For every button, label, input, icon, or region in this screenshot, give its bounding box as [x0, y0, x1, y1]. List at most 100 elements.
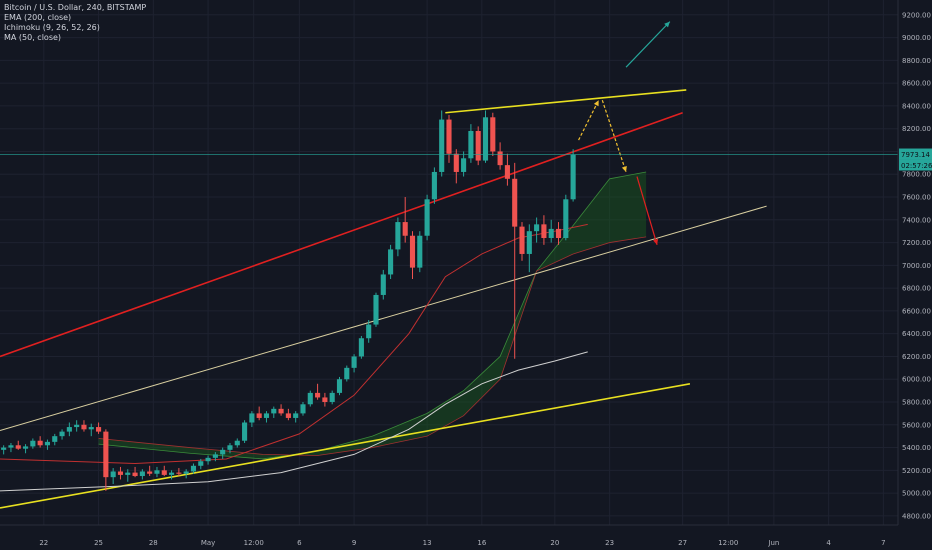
candle-body — [198, 461, 204, 466]
candle — [512, 162, 518, 359]
candle — [285, 408, 291, 421]
candle-body — [453, 153, 459, 172]
candle — [190, 463, 197, 474]
candle — [526, 224, 532, 273]
time-tick-label: May — [201, 539, 215, 547]
candle-body — [125, 472, 131, 475]
projection-arrows — [578, 21, 671, 246]
price-tick-label: 6600.00 — [902, 307, 931, 315]
candle — [110, 468, 116, 485]
time-axis[interactable]: 22 25 28 May 12:00 6 9 13 16 20 23 27 12:00 Jun 4 7 — [0, 524, 932, 550]
candle — [409, 231, 416, 280]
arrow-head-yellow — [621, 166, 627, 172]
candle — [307, 390, 313, 407]
legend-ichimoku[interactable]: Ichimoku (9, 26, 52, 26) — [4, 23, 100, 32]
arrow-teal — [625, 21, 671, 68]
candle — [161, 465, 167, 477]
candle — [388, 244, 394, 280]
time-tick-label: 20 — [550, 539, 559, 547]
candle — [8, 443, 14, 453]
candle-body — [74, 424, 80, 428]
countdown-badge-text: 02:57:26 — [901, 162, 932, 170]
candle — [249, 411, 255, 428]
candle — [555, 222, 562, 245]
price-tick-label: 8600.00 — [902, 80, 931, 88]
candle-body — [110, 471, 116, 478]
candle-body — [512, 178, 518, 227]
price-tick-label: 7800.00 — [902, 171, 931, 179]
candle — [15, 440, 21, 450]
trendlines — [0, 89, 767, 509]
candle-body — [322, 397, 328, 403]
candle-body — [395, 222, 401, 250]
legend-symbol[interactable]: Bitcoin / U.S. Dollar, 240, BITSTAMP — [4, 3, 147, 12]
candle — [366, 320, 372, 343]
candle — [52, 433, 58, 446]
candle-body — [30, 440, 36, 447]
candle — [373, 292, 379, 327]
candle-body — [256, 413, 262, 418]
legend-ma[interactable]: MA (50, close) — [4, 33, 62, 42]
candle-body — [132, 472, 138, 477]
candle-body — [380, 274, 386, 295]
trendline-red — [0, 111, 683, 358]
time-tick-label: Jun — [767, 539, 779, 547]
candle-body — [555, 228, 562, 239]
legend-ema[interactable]: EMA (200, close) — [4, 13, 72, 22]
candle-body — [563, 199, 569, 239]
candle — [220, 447, 226, 459]
candle-body — [285, 413, 291, 418]
candle-body — [96, 427, 102, 432]
candle — [395, 217, 401, 257]
candle — [22, 444, 29, 454]
candle — [468, 124, 474, 163]
candle-body — [307, 392, 313, 405]
candle-body — [366, 324, 372, 339]
candle-body — [234, 440, 240, 446]
candle — [293, 411, 299, 423]
candle-body — [446, 119, 452, 154]
candle-body — [424, 199, 430, 236]
candle-body — [439, 119, 445, 172]
candle — [205, 455, 211, 465]
candle-body — [1, 447, 7, 450]
candle-body — [183, 471, 189, 474]
candle — [263, 411, 270, 423]
candle-body — [190, 465, 197, 472]
candle — [30, 438, 36, 449]
candle-body — [44, 441, 51, 446]
candle — [541, 215, 547, 245]
time-tick-label: 7 — [881, 539, 885, 547]
price-tick-label: 4800.00 — [902, 512, 931, 520]
ichimoku-cloud — [98, 171, 647, 460]
candle — [475, 126, 481, 166]
candle — [66, 422, 72, 437]
candle — [59, 429, 65, 440]
price-axis[interactable]: 4800.00 5000.00 5200.00 5400.00 5600.00 5800.… — [897, 0, 932, 550]
candle — [147, 465, 153, 477]
candle-body — [358, 338, 364, 357]
candle-body — [402, 222, 408, 236]
candle-body — [461, 158, 467, 172]
candle-body — [417, 235, 423, 268]
time-axis-background — [0, 525, 932, 550]
span-b-line — [98, 236, 647, 456]
candle — [125, 469, 131, 482]
candle — [519, 222, 525, 261]
candle — [570, 149, 576, 202]
time-tick-label: 12:00 — [718, 539, 738, 547]
candle-body — [504, 165, 510, 179]
price-axis-background — [898, 0, 932, 550]
candle-body — [263, 413, 270, 418]
candle-body — [482, 117, 489, 161]
candle — [329, 390, 335, 405]
price-tick-label: 5000.00 — [902, 490, 931, 498]
span-a-line — [98, 171, 647, 460]
trendline-yellow — [445, 89, 687, 114]
candle — [431, 167, 437, 204]
candle-body — [8, 445, 14, 448]
candle-body — [139, 471, 145, 477]
